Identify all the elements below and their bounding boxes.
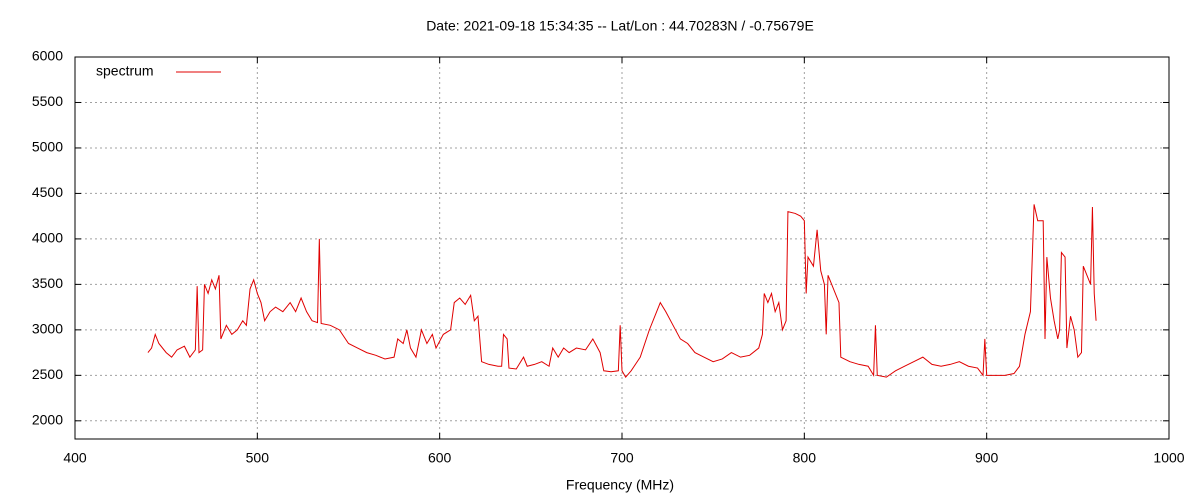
y-tick-label: 5500 [32, 93, 63, 109]
y-tick-label: 3500 [32, 275, 63, 291]
y-tick-label: 4500 [32, 184, 63, 200]
y-tick-label: 4000 [32, 230, 63, 246]
chart-title: Date: 2021-09-18 15:34:35 -- Lat/Lon : 4… [426, 18, 814, 34]
x-axis-label: Frequency (MHz) [566, 477, 674, 493]
x-tick-label: 400 [63, 450, 87, 466]
y-tick-label: 2500 [32, 366, 63, 382]
y-tick-label: 2000 [32, 412, 63, 428]
x-tick-label: 800 [793, 450, 817, 466]
x-tick-label: 900 [975, 450, 999, 466]
legend-label: spectrum [96, 63, 154, 79]
y-tick-label: 6000 [32, 48, 63, 64]
y-tick-label: 3000 [32, 321, 63, 337]
x-tick-label: 1000 [1153, 450, 1184, 466]
spectrum-line [147, 204, 1097, 379]
y-tick-label: 5000 [32, 139, 63, 155]
x-tick-label: 500 [246, 450, 270, 466]
x-tick-label: 600 [428, 450, 452, 466]
plot-border [74, 56, 1170, 440]
x-tick-label: 700 [610, 450, 634, 466]
